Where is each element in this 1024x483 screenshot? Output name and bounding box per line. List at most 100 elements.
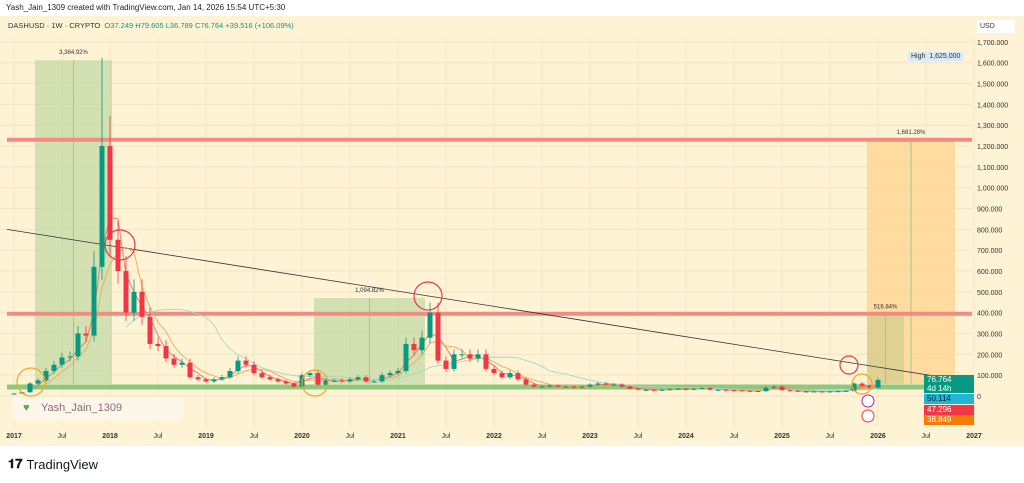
time-tick: Jul (250, 433, 259, 440)
tv-logo-icon: 𝟏𝟕 (8, 456, 23, 471)
candle-body (659, 389, 665, 391)
brand-name: TradingView (26, 456, 99, 472)
ohlc-low: L36.789 (165, 21, 193, 30)
candle-body (363, 377, 369, 382)
candle-body (67, 356, 73, 358)
candle-body (275, 379, 281, 382)
ma1-label: 50.114 (924, 394, 974, 404)
measure-label: 1,681.28% (897, 130, 926, 136)
currency-label[interactable]: USD (977, 20, 1015, 33)
price-tick: 1,400.000 (977, 102, 1008, 109)
candle-body (683, 388, 689, 390)
candle-body (595, 383, 601, 385)
candle-body (635, 388, 641, 390)
ohlc-open: O37.249 (104, 21, 134, 30)
price-tick: 1,200.000 (977, 144, 1008, 151)
high-value: 1,625.000 (929, 53, 961, 60)
plot-area[interactable]: 1,700.000 1,600.000 1,500.000 1,400.000 1,30… (0, 16, 1024, 446)
candle-body (35, 380, 41, 384)
candle-body (579, 386, 585, 388)
candle-body (131, 291, 137, 313)
candle-body (91, 266, 97, 336)
bar-countdown: 4d 14h (927, 384, 952, 393)
candle-body (235, 360, 241, 372)
price-tick: 0 (977, 394, 981, 401)
time-tick: Jul (826, 433, 835, 440)
time-tick: Jul (634, 433, 643, 440)
time-tick: 2024 (678, 433, 694, 440)
candle-body (59, 357, 65, 365)
candle-body (707, 388, 713, 390)
price-tick: 200.000 (977, 352, 1002, 359)
candle-body (539, 386, 545, 388)
candle-body (835, 391, 841, 393)
candle-body (795, 390, 801, 392)
time-tick: Jul (154, 433, 163, 440)
candle-body (387, 373, 393, 376)
time-tick: Jul (922, 433, 931, 440)
price-tick: 500.000 (977, 290, 1002, 297)
candle-body (691, 388, 697, 390)
candle-body (155, 343, 161, 347)
tradingview-logo[interactable]: 𝟏𝟕 TradingView (8, 456, 98, 472)
price-tick: 400.000 (977, 311, 1002, 318)
candle-body (739, 390, 745, 392)
candle-body (347, 379, 353, 382)
price-tick: 300.000 (977, 332, 1002, 339)
candle-body (587, 384, 593, 387)
candle-body (651, 389, 657, 391)
symbol-name[interactable]: DASHUSD · 1W · CRYPTO (8, 21, 101, 30)
candle-body (355, 377, 361, 380)
trendline (6, 228, 967, 382)
ohlc-change: +39.516 (+106.09%) (225, 21, 294, 30)
measure-label: 3,384.92% (59, 50, 88, 56)
time-tick: 2022 (486, 433, 502, 440)
time-tick: 2026 (870, 433, 886, 440)
candle-body (419, 337, 425, 351)
chart-credit: Yash_Jain_1309 created with TradingView.… (6, 3, 286, 12)
candle-body (555, 385, 561, 387)
candle-body (571, 386, 577, 388)
candle-body (699, 388, 705, 390)
candle-body (723, 389, 729, 391)
candle-body (643, 389, 649, 391)
candle-body (491, 368, 497, 374)
ma2-label: 47.296 (924, 405, 974, 415)
time-tick: 2021 (390, 433, 406, 440)
candle-body (195, 377, 201, 380)
candle-body (611, 384, 617, 386)
price-tick: 1,700.000 (977, 40, 1008, 47)
highlight-circle (301, 369, 329, 397)
time-tick: 2017 (6, 433, 22, 440)
candle-body (859, 383, 865, 386)
ma3-label: 38.849 (924, 415, 974, 425)
candle-body (603, 383, 609, 385)
measure-label: 1,094.82% (355, 288, 384, 294)
candle-body (819, 391, 825, 393)
candle-body (307, 373, 313, 376)
candle-body (171, 358, 177, 365)
high-label: High (911, 53, 926, 60)
candle-body (467, 354, 473, 359)
candle-body (483, 354, 489, 369)
measure-label: 516.84% (874, 304, 898, 310)
time-tick: Jul (538, 433, 547, 440)
moving-average-line (45, 246, 879, 392)
price-chart[interactable]: DASHUSD · 1W · CRYPTO O37.249 H79.605 L3… (0, 16, 1024, 446)
candle-body (83, 333, 89, 336)
highlight-circle (851, 373, 873, 395)
time-tick: Jul (58, 433, 67, 440)
candle-body (323, 380, 329, 385)
time-tick: 2023 (582, 433, 598, 440)
candle-body (771, 386, 777, 388)
candle-body (627, 386, 633, 389)
signature-box: ♥ Yash_Jain_1309 (13, 397, 183, 420)
candle-body (315, 373, 321, 385)
candle-body (867, 385, 873, 388)
candle-body (243, 360, 249, 365)
candle-body (107, 146, 113, 240)
symbol-legend: DASHUSD · 1W · CRYPTO O37.249 H79.605 L3… (8, 21, 294, 30)
price-tick: 1,100.000 (977, 165, 1008, 172)
candle-body (507, 373, 513, 378)
candle-body (563, 386, 569, 388)
